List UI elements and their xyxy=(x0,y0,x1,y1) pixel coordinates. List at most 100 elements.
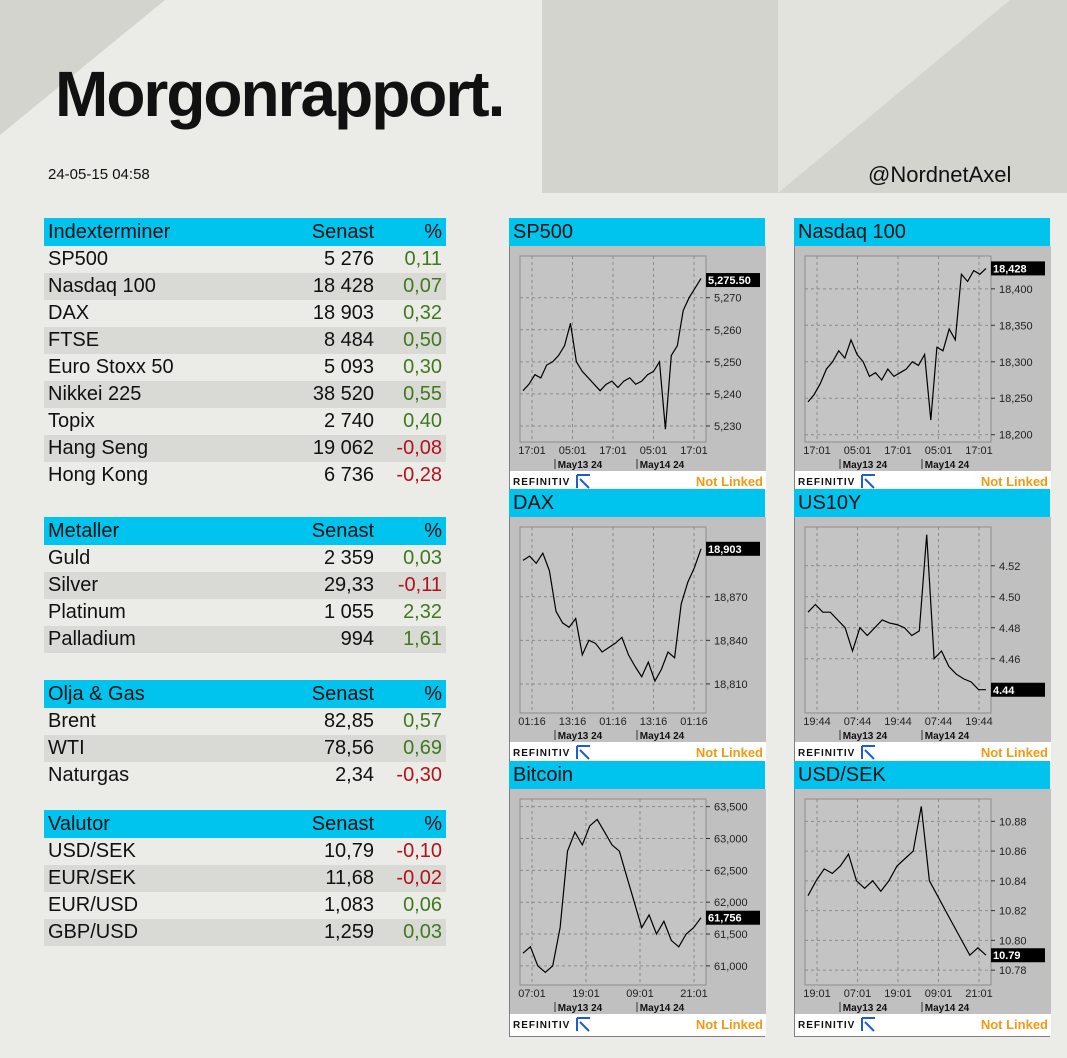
table-row: USD/SEK 10,79 -0,10 xyxy=(44,838,446,865)
instrument-name: Silver xyxy=(48,574,99,596)
last-value: 2 359 xyxy=(323,547,374,569)
y-tick-label: 5,260 xyxy=(714,325,742,337)
pct-change: 0,06 xyxy=(403,894,442,916)
chart-body: 18,400 18,350 18,300 18,250 18,200 17:01 05:01… xyxy=(794,246,1051,494)
date-label: May13 24 xyxy=(843,460,888,471)
y-tick-label: 18,840 xyxy=(714,635,748,647)
y-tick-label: 4.48 xyxy=(999,623,1020,635)
y-tick-label: 18,250 xyxy=(999,393,1033,405)
x-tick-label: 05:01 xyxy=(925,445,953,457)
x-tick-label: 19:44 xyxy=(965,716,993,728)
refinitiv-logo: REFINITIV xyxy=(798,1020,855,1031)
line-chart: 63,500 63,000 62,500 62,000 61,500 61,000 07:0… xyxy=(510,789,766,1036)
y-tick-label: 4.52 xyxy=(999,561,1020,573)
refinitiv-mark-icon xyxy=(861,474,875,489)
refinitiv-mark-icon xyxy=(576,1017,590,1032)
pct-change: 0,40 xyxy=(403,410,442,432)
pct-change: 0,50 xyxy=(403,329,442,351)
y-tick-label: 18,200 xyxy=(999,430,1033,442)
date-label: May13 24 xyxy=(558,460,603,471)
table-indexterminer: Indexterminer Senast% SP500 5 276 0,11 Nasdaq… xyxy=(44,218,446,489)
table-header: Olja & Gas Senast% xyxy=(44,680,446,708)
chart-footer xyxy=(510,471,766,493)
chart-title: DAX xyxy=(509,489,765,517)
date-label: May13 24 xyxy=(558,731,603,742)
refinitiv-mark-icon xyxy=(861,1017,875,1032)
table-valutor: Valutor Senast% USD/SEK 10,79 -0,10 EUR/SEK 11… xyxy=(44,810,446,946)
table-row: GBP/USD 1,259 0,03 xyxy=(44,919,446,946)
not-linked-status: Not Linked xyxy=(696,474,763,489)
instrument-name: SP500 xyxy=(48,248,109,270)
column-header-last: Senast xyxy=(311,812,374,835)
table-row: Brent 82,85 0,57 xyxy=(44,708,446,735)
instrument-name: Brent xyxy=(48,710,96,732)
instrument-name: FTSE xyxy=(48,329,100,351)
last-value-tag xyxy=(991,261,1045,276)
column-header-last: Senast xyxy=(311,682,374,705)
instrument-name: Hong Kong xyxy=(48,464,149,486)
pct-change: 0,11 xyxy=(404,248,442,270)
chart-footer xyxy=(795,471,1051,493)
x-tick-label: 17:01 xyxy=(803,445,831,457)
pct-change: -0,02 xyxy=(396,867,442,889)
last-value-label: 18,903 xyxy=(708,544,742,556)
last-value: 2 740 xyxy=(323,410,374,432)
last-value-tag xyxy=(991,682,1045,697)
last-value-tag xyxy=(706,910,760,925)
date-label: May14 24 xyxy=(640,460,685,471)
date-label: May14 24 xyxy=(640,731,685,742)
table-row: Topix 2 740 0,40 xyxy=(44,408,446,435)
instrument-name: Nasdaq 100 xyxy=(48,275,156,297)
table-header: Indexterminer Senast% xyxy=(44,218,446,246)
table-metaller: Metaller Senast% Guld 2 359 0,03 Silver 29,33 -… xyxy=(44,517,446,653)
pct-change: -0,10 xyxy=(396,840,442,862)
y-tick-label: 63,000 xyxy=(714,833,748,845)
table-header: Valutor Senast% xyxy=(44,810,446,838)
x-tick-label: 19:01 xyxy=(572,988,600,1000)
table-row: Hang Seng 19 062 -0,08 xyxy=(44,435,446,462)
last-value: 29,33 xyxy=(323,574,374,596)
table-title: Valutor xyxy=(48,812,110,835)
line-chart: 18,400 18,350 18,300 18,250 18,200 17:01 05:01… xyxy=(795,246,1051,493)
pct-change: 0,69 xyxy=(403,737,442,759)
author-handle: @NordnetAxel xyxy=(868,162,1012,187)
last-value-label: 18,428 xyxy=(993,263,1027,275)
x-tick-label: 09:01 xyxy=(925,988,953,1000)
y-tick-label: 18,300 xyxy=(999,357,1033,369)
x-tick-label: 13:16 xyxy=(640,716,668,728)
instrument-name: EUR/SEK xyxy=(48,867,136,889)
series-line xyxy=(807,806,987,957)
table-row: Naturgas 2,34 -0,30 xyxy=(44,762,446,789)
x-tick-label: 17:01 xyxy=(518,445,546,457)
series-line xyxy=(522,548,702,683)
pct-change: -0,28 xyxy=(396,464,442,486)
y-tick-label: 10.78 xyxy=(999,965,1027,977)
report-timestamp: 24-05-15 04:58 xyxy=(48,166,150,183)
x-tick-label: 21:01 xyxy=(680,988,708,1000)
line-chart: 5,270 5,260 5,250 5,240 5,230 17:01 05:01 17:01… xyxy=(510,246,766,493)
y-tick-label: 4.46 xyxy=(999,654,1020,666)
x-tick-label: 05:01 xyxy=(640,445,668,457)
chart-title: Bitcoin xyxy=(509,761,765,789)
instrument-name: Guld xyxy=(48,547,91,569)
chart-panel-nasdaq100: Nasdaq 100 18,400 18,350 18,300 18,250 18,200… xyxy=(794,218,1051,494)
last-value: 38 520 xyxy=(312,383,374,405)
last-value: 5 276 xyxy=(323,248,374,270)
series-line xyxy=(807,267,987,421)
x-tick-label: 19:44 xyxy=(803,716,831,728)
refinitiv-logo: REFINITIV xyxy=(513,477,570,488)
x-tick-label: 01:16 xyxy=(680,716,708,728)
line-chart: 10.88 10.86 10.84 10.82 10.80 10.78 19:01 07:01… xyxy=(795,789,1051,1036)
last-value: 78,56 xyxy=(323,737,374,759)
last-value-tag xyxy=(706,273,760,288)
x-tick-label: 01:16 xyxy=(599,716,627,728)
line-chart: 18,870 18,840 18,810 01:16 13:16 01:16 13:16 01… xyxy=(510,517,766,764)
last-value-label: 10.79 xyxy=(993,950,1021,962)
y-tick-label: 10.86 xyxy=(999,846,1027,858)
table-row: SP500 5 276 0,11 xyxy=(44,246,446,273)
x-tick-label: 17:01 xyxy=(680,445,708,457)
pct-change: 0,03 xyxy=(403,547,442,569)
last-value: 10,79 xyxy=(323,840,374,862)
table-row: Nikkei 225 38 520 0,55 xyxy=(44,381,446,408)
instrument-name: EUR/USD xyxy=(48,894,139,916)
